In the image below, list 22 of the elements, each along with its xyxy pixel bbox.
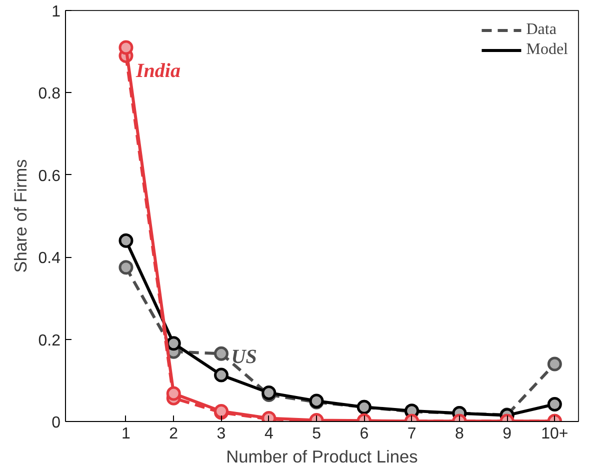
y-axis-title: Share of Firms xyxy=(10,158,30,273)
legend-label: Data xyxy=(526,21,556,39)
x-tick-label: 6 xyxy=(360,426,369,442)
legend-label: Model xyxy=(526,41,568,59)
x-tick-label: 10+ xyxy=(541,426,568,442)
y-tick-label: 0.4 xyxy=(38,250,61,268)
x-tick-label: 7 xyxy=(407,426,416,442)
x-tick-label: 4 xyxy=(264,426,274,442)
y-tick-label: 0.8 xyxy=(38,86,61,103)
x-tick-label: 8 xyxy=(454,426,464,442)
x-tick-label: 2 xyxy=(169,426,178,442)
x-axis-title: Number of Product Lines xyxy=(226,446,418,466)
y-tick-label: 0.2 xyxy=(38,332,61,350)
x-tick-label: 1 xyxy=(122,426,131,442)
x-tick-label: 9 xyxy=(502,426,512,442)
y-tick-label: 1 xyxy=(52,4,61,20)
x-tick-label: 5 xyxy=(312,426,322,442)
annotation: India xyxy=(134,60,180,82)
annotation: US xyxy=(231,346,257,368)
y-tick-label: 0 xyxy=(52,414,61,432)
x-tick-label: 3 xyxy=(216,426,226,442)
y-tick-label: 0.6 xyxy=(38,168,61,185)
